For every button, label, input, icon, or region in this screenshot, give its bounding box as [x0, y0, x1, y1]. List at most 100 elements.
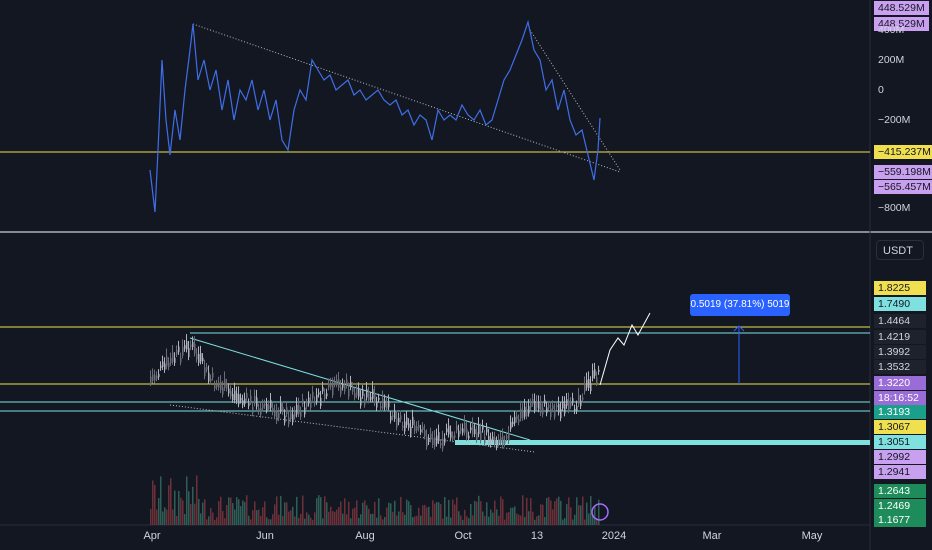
volume-bar [304, 518, 306, 525]
candle-body [378, 397, 380, 400]
trendline [192, 23, 621, 173]
candle-body [208, 372, 210, 382]
candle-body [184, 345, 186, 349]
volume-bar [416, 515, 418, 525]
candle-body [474, 428, 476, 435]
volume-bar [348, 501, 350, 525]
volume-bar [474, 500, 476, 525]
volume-bar [356, 500, 358, 525]
volume-bar [494, 500, 496, 525]
candle-body [558, 403, 560, 413]
volume-bar [158, 498, 160, 525]
candle-body [526, 408, 528, 417]
volume-bar [154, 484, 156, 525]
candle-body [314, 400, 316, 404]
volume-bar [240, 506, 242, 525]
candle-body [176, 350, 178, 355]
candle-body [484, 436, 486, 444]
volume-bar [312, 519, 314, 525]
candle-body [218, 382, 220, 388]
candle-body [530, 403, 532, 408]
candle-body [548, 405, 550, 408]
volume-bar [268, 519, 270, 525]
candle-body [200, 353, 202, 362]
volume-bar [238, 499, 240, 525]
candle-body [468, 435, 470, 439]
volume-bar [532, 511, 534, 525]
candle-body [462, 428, 464, 433]
candle-body [150, 376, 152, 384]
volume-bar [444, 497, 446, 525]
candle-body [340, 386, 342, 395]
volume-bar [478, 495, 480, 525]
price-label: 1.3051 [874, 435, 926, 449]
candle-body [166, 356, 168, 367]
candle-body [560, 409, 562, 419]
candle-body [152, 374, 154, 381]
candle-body [266, 403, 268, 411]
candle-body [284, 415, 286, 423]
price-label: 1.4464 [874, 314, 926, 328]
volume-bar [370, 514, 372, 525]
volume-bar [284, 502, 286, 525]
candle-body [368, 393, 370, 401]
candle-body [244, 398, 246, 405]
candle-body [598, 369, 600, 372]
volume-bar [590, 496, 592, 525]
volume-bar [376, 517, 378, 525]
candle-body [562, 402, 564, 409]
volume-bar [224, 518, 226, 525]
candle-body [248, 403, 250, 407]
volume-bar [438, 502, 440, 525]
candle-body [486, 428, 488, 433]
volume-bar [340, 501, 342, 525]
candle-body [524, 406, 526, 417]
candle-body [356, 389, 358, 396]
volume-bar [472, 515, 474, 525]
candle-body [498, 439, 500, 444]
candle-body [570, 402, 572, 406]
volume-bar [344, 498, 346, 525]
volume-bar [450, 517, 452, 525]
price-label: 1.1677 [874, 513, 926, 527]
volume-bar [280, 495, 282, 525]
volume-bar [196, 475, 198, 525]
candle-body [222, 387, 224, 395]
candle-body [404, 421, 406, 432]
price-label: 1.4219 [874, 330, 926, 344]
price-label: 448.529M [874, 17, 929, 31]
volume-bar [446, 516, 448, 525]
volume-bar [296, 496, 298, 525]
volume-bar [510, 507, 512, 525]
price-label: −565.457M [874, 180, 932, 194]
candle-body [178, 346, 180, 352]
candle-body [394, 410, 396, 419]
volume-bar [568, 497, 570, 525]
zone [455, 440, 870, 445]
candle-body [588, 378, 590, 388]
volume-bar [410, 505, 412, 525]
volume-bar [498, 515, 500, 525]
volume-bar [518, 514, 520, 525]
volume-bar [384, 517, 386, 525]
measure-arrow-head [733, 325, 745, 332]
currency-button[interactable]: USDT [876, 240, 924, 260]
volume-bar [164, 507, 166, 525]
candle-body [332, 385, 334, 395]
candle-body [194, 343, 196, 354]
price-label: 448.529M [874, 1, 929, 15]
volume-bar [188, 491, 190, 525]
candle-body [252, 406, 254, 414]
volume-bar [538, 515, 540, 525]
volume-bar [404, 514, 406, 525]
volume-bar [300, 513, 302, 525]
time-label: Apr [143, 530, 161, 542]
volume-bar [584, 519, 586, 525]
candle-body [228, 388, 230, 394]
volume-bar [326, 502, 328, 525]
volume-bar [330, 506, 332, 525]
volume-bar [562, 519, 564, 525]
volume-bar [206, 519, 208, 525]
candle-body [516, 415, 518, 420]
